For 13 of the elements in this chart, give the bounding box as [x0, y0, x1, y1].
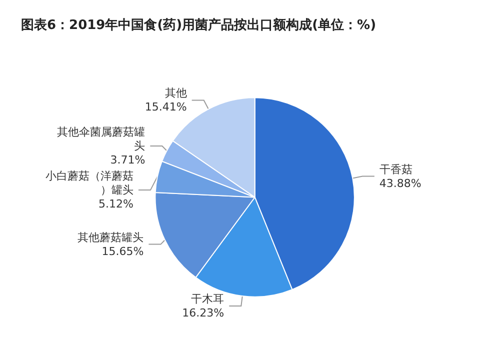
data-label: 15.65% — [102, 244, 144, 258]
slice-label: 其他蘑菇罐头 — [78, 230, 144, 244]
data-label: 16.23% — [182, 306, 224, 320]
slice-label: 干香菇 — [379, 162, 412, 176]
slice-label: 干木耳 — [191, 292, 224, 306]
slice-label: 其他伞菌属蘑菇罐头 — [57, 126, 146, 153]
data-label: 3.71% — [110, 154, 146, 167]
chart-title: 图表6：2019年中国食(药)用菌产品按出口额构成(单位：%) — [21, 17, 376, 33]
data-label: 43.88% — [379, 176, 422, 190]
data-label: 15.41% — [144, 100, 187, 114]
data-label: 5.12% — [98, 198, 134, 211]
slice-label: 其他 — [164, 86, 187, 100]
slice-label: 小白蘑菇（洋蘑菇）罐头 — [45, 170, 134, 197]
